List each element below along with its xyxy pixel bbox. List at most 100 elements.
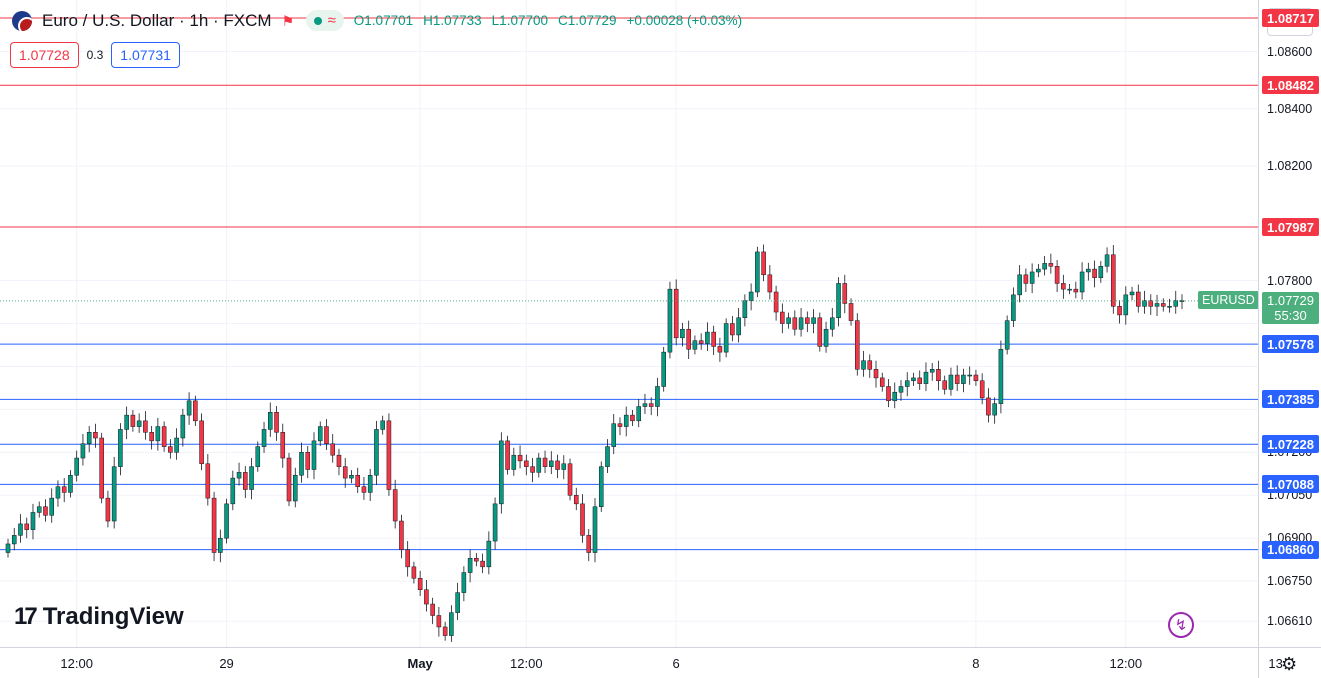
candle-body: [11, 535, 17, 545]
candle: [1129, 286, 1135, 301]
candle: [430, 597, 435, 625]
candle: [736, 308, 741, 343]
candle-body: [867, 360, 873, 370]
flag-marker-icon[interactable]: ⚑: [281, 12, 295, 29]
candle: [280, 423, 286, 468]
candle: [1054, 259, 1060, 293]
candle: [1148, 294, 1154, 315]
candle: [380, 415, 385, 435]
candle: [1104, 247, 1110, 273]
candle: [954, 365, 960, 392]
candle-body: [267, 411, 273, 430]
candle-body: [942, 380, 947, 390]
candle: [1036, 263, 1041, 278]
candle-body: [1148, 300, 1154, 307]
candle-body: [118, 429, 123, 467]
candle-body: [961, 374, 966, 384]
logo-text: TradingView: [42, 603, 184, 630]
candle-body: [886, 386, 891, 402]
candle-body: [542, 457, 548, 467]
candle-body: [449, 612, 454, 636]
candle: [143, 411, 148, 440]
candle: [36, 501, 42, 518]
candle: [130, 409, 136, 432]
candle: [324, 419, 329, 451]
candle: [717, 337, 723, 362]
candle: [274, 405, 279, 441]
candle: [1086, 262, 1091, 281]
candle-body: [392, 489, 398, 522]
candle: [580, 494, 585, 543]
candle-body: [461, 572, 467, 593]
chart-header: Euro / U.S. Dollar · 1h · FXCM ⚑ ≈ O1.07…: [12, 10, 742, 31]
candle-body: [586, 535, 592, 553]
candle-body: [661, 351, 666, 387]
candle-body: [861, 360, 866, 370]
candle: [848, 298, 854, 326]
high-value: H1.07733: [423, 13, 482, 28]
candle-body: [686, 328, 691, 350]
support-price-badge: 1.06860: [1262, 540, 1319, 559]
candle-body: [436, 615, 442, 628]
time-axis[interactable]: 12:00 29 May 12:00 6 8 12:00 13: [0, 647, 1283, 678]
candle-body: [1111, 254, 1116, 307]
symbol-price-label: EURUSD: [1198, 290, 1259, 309]
candle: [973, 369, 979, 386]
chart-pane[interactable]: Euro / U.S. Dollar · 1h · FXCM ⚑ ≈ O1.07…: [0, 0, 1259, 647]
candle: [124, 406, 129, 440]
last-price-badge: 1.07729 55:30: [1262, 291, 1319, 324]
low-value: L1.07700: [491, 13, 548, 28]
candle: [517, 445, 523, 469]
candle: [1167, 298, 1172, 313]
candle-body: [24, 523, 30, 530]
sell-button[interactable]: 1.07728: [10, 42, 79, 68]
candle: [998, 340, 1004, 414]
candle: [1098, 261, 1104, 283]
candlestick-chart[interactable]: [0, 0, 1258, 647]
candle-body: [936, 369, 941, 382]
candle: [492, 497, 498, 550]
candle-body: [911, 377, 916, 382]
candle-body: [648, 403, 654, 407]
candle: [505, 435, 510, 475]
candle-body: [324, 426, 329, 444]
candle: [929, 363, 935, 381]
gear-icon[interactable]: ⚙: [1281, 654, 1298, 674]
candle-body: [1123, 294, 1129, 316]
candle: [823, 321, 829, 353]
candle-body: [505, 440, 510, 470]
lightning-bolt-icon[interactable]: ↯: [1168, 612, 1194, 638]
candle: [567, 458, 573, 501]
time-tick-label: 13: [1268, 656, 1283, 671]
candle: [1160, 298, 1166, 312]
candle: [399, 514, 404, 559]
price-tick-label: 1.07800: [1267, 273, 1313, 288]
candle: [1136, 284, 1141, 313]
candle: [480, 553, 485, 574]
price-axis[interactable]: USD 1.066101.067501.069001.070501.072001…: [1258, 0, 1321, 647]
candle-body: [274, 411, 279, 433]
candle-body: [1079, 271, 1085, 293]
candle: [780, 303, 785, 334]
candle-body: [130, 414, 136, 427]
candle-body: [218, 537, 223, 553]
candle: [342, 458, 348, 488]
candle: [1092, 260, 1097, 288]
price-tick-label: 1.08200: [1267, 159, 1313, 174]
candle: [830, 308, 835, 337]
candle: [617, 417, 623, 436]
market-status-pill[interactable]: ≈: [305, 10, 344, 31]
symbol-title[interactable]: Euro / U.S. Dollar · 1h · FXCM: [42, 10, 272, 30]
buy-button[interactable]: 1.07731: [111, 42, 180, 68]
candle-body: [480, 560, 485, 568]
candle-body: [655, 386, 660, 407]
candle: [349, 470, 354, 484]
candle-body: [698, 340, 704, 344]
candle-body: [5, 543, 11, 553]
candle: [411, 561, 417, 584]
candle: [449, 605, 454, 642]
axis-settings-corner[interactable]: ⚙: [1258, 647, 1321, 678]
candle-body: [817, 317, 823, 347]
candle-body: [736, 317, 741, 336]
candle-body: [317, 426, 323, 442]
